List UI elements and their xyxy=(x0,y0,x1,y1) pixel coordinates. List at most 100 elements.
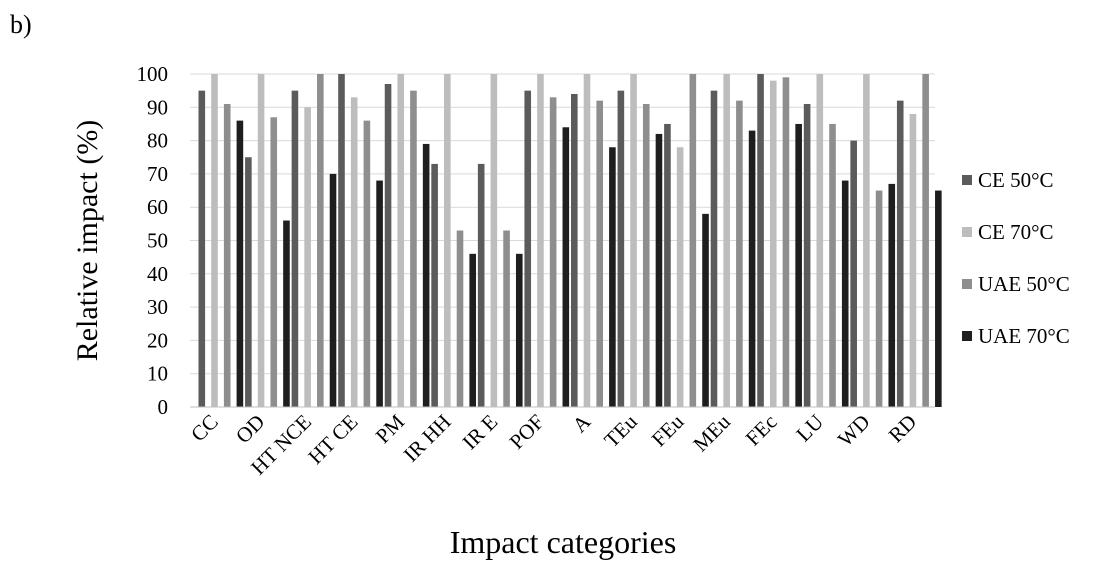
bar xyxy=(503,230,510,407)
legend-label: UAE 70°C xyxy=(978,324,1070,348)
bar xyxy=(736,100,743,407)
bar xyxy=(211,74,218,407)
bar xyxy=(850,140,857,407)
bar xyxy=(223,103,231,407)
y-tick-label: 40 xyxy=(147,262,168,286)
legend-swatch xyxy=(962,279,972,289)
x-tick-label: IR HH xyxy=(399,410,456,467)
legend-swatch xyxy=(962,331,972,341)
bar xyxy=(245,157,252,407)
bar xyxy=(363,120,371,408)
bar xyxy=(384,83,392,408)
bar xyxy=(702,213,709,407)
bar xyxy=(422,143,430,407)
bar xyxy=(283,220,290,407)
bar xyxy=(469,253,477,407)
bar xyxy=(317,74,324,407)
bar xyxy=(431,163,438,407)
legend: CE 50°C CE 70°C UAE 50°C UAE 70°C xyxy=(962,168,1070,348)
bar xyxy=(549,97,557,407)
bar xyxy=(291,90,299,408)
y-tick-label: 30 xyxy=(147,295,168,319)
y-tick-label: 50 xyxy=(147,229,168,253)
y-tick-label: 10 xyxy=(147,362,168,386)
bar xyxy=(609,147,616,407)
bar xyxy=(456,230,464,407)
bar xyxy=(397,74,405,407)
x-tick-label: IR E xyxy=(458,410,503,455)
bar xyxy=(338,74,345,407)
bar xyxy=(236,120,244,408)
x-tick-label: PM xyxy=(371,409,410,448)
bar xyxy=(198,90,206,408)
x-axis-label: Impact categories xyxy=(450,524,677,560)
bar xyxy=(617,90,625,408)
bar xyxy=(710,90,718,408)
bars xyxy=(198,74,942,408)
bar xyxy=(562,127,570,407)
bar xyxy=(816,74,824,407)
bar xyxy=(524,90,532,408)
bar xyxy=(642,103,650,407)
bar xyxy=(803,103,811,407)
y-tick-label: 60 xyxy=(147,195,168,219)
bar xyxy=(922,74,929,407)
x-tick-label: TEu xyxy=(599,409,642,452)
bar xyxy=(909,113,917,408)
x-tick-label: A xyxy=(568,409,596,437)
bar xyxy=(863,74,870,407)
legend-swatch xyxy=(962,175,972,185)
y-tick-label: 70 xyxy=(147,162,168,186)
y-axis-ticks: 0 10 20 30 40 50 60 70 80 90 100 xyxy=(137,62,169,419)
bar xyxy=(841,180,849,407)
bar xyxy=(571,93,578,407)
x-tick-label: OD xyxy=(231,410,269,448)
bar xyxy=(689,74,697,407)
bar xyxy=(376,180,383,407)
bar xyxy=(935,190,942,407)
bar xyxy=(723,74,730,407)
y-tick-label: 100 xyxy=(137,62,169,86)
bar xyxy=(410,90,417,408)
bar xyxy=(257,74,265,407)
legend-label: CE 50°C xyxy=(978,168,1054,192)
x-tick-label: CC xyxy=(186,410,223,447)
x-tick-label: POF xyxy=(505,410,549,454)
bar xyxy=(630,74,637,407)
bar xyxy=(829,123,836,407)
x-tick-label: HT CE xyxy=(303,410,362,469)
bar xyxy=(596,100,603,407)
bar xyxy=(664,123,671,407)
y-tick-label: 80 xyxy=(147,129,168,153)
x-tick-label: MEu xyxy=(688,409,735,456)
legend-label: UAE 50°C xyxy=(978,272,1070,296)
bar xyxy=(444,74,451,407)
y-tick-label: 90 xyxy=(147,95,168,119)
x-tick-label: LU xyxy=(791,410,828,447)
y-tick-label: 20 xyxy=(147,328,168,352)
bar xyxy=(537,74,544,407)
bar xyxy=(270,117,278,407)
bar xyxy=(875,190,883,407)
legend-label: CE 70°C xyxy=(978,220,1054,244)
bar xyxy=(795,123,802,407)
bar xyxy=(888,183,896,407)
y-tick-label: 0 xyxy=(158,395,169,419)
bar xyxy=(769,80,777,407)
bar xyxy=(676,147,684,407)
bar xyxy=(304,107,311,408)
bar xyxy=(490,74,498,407)
bar xyxy=(748,130,756,408)
x-tick-label: RD xyxy=(884,410,922,448)
y-axis-label: Relative impact (%) xyxy=(71,120,104,362)
x-tick-label: WD xyxy=(833,410,875,452)
x-tick-label: FEu xyxy=(647,409,689,451)
bar xyxy=(583,74,591,407)
bar xyxy=(477,163,485,407)
gridlines xyxy=(190,73,935,375)
bar xyxy=(782,77,790,407)
bar xyxy=(757,74,764,407)
bar xyxy=(655,133,663,407)
